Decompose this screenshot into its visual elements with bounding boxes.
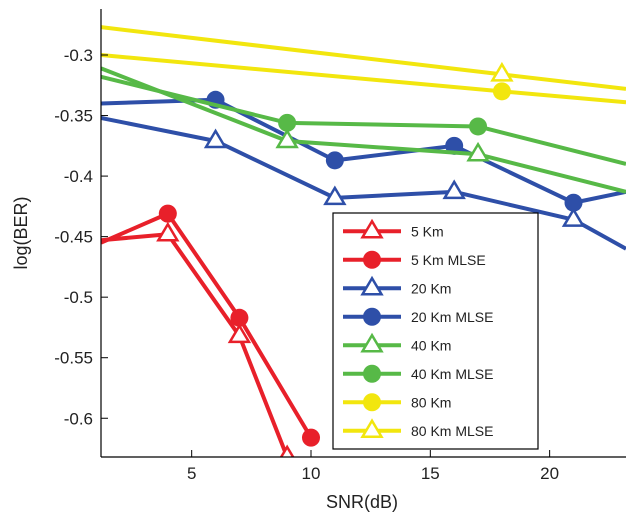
y-tick-label: -0.45 [54, 228, 93, 247]
data-point-20-km-mlse-2 [325, 151, 344, 170]
legend-marker [360, 275, 384, 296]
legend-box [332, 212, 539, 450]
legend-marker [363, 364, 381, 383]
series-20-km [101, 116, 626, 251]
legend-label: 5 Km MLSE [411, 252, 486, 268]
series-40-km [101, 66, 626, 194]
legend-marker [363, 393, 381, 412]
legend-entry-20-km: 20 Km [343, 275, 451, 296]
legend-label: 20 Km [411, 280, 451, 296]
y-tick-label: -0.5 [64, 288, 93, 307]
legend-entry-80-km-mlse: 80 Km MLSE [343, 418, 493, 439]
x-axis-label: SNR(dB) [326, 492, 398, 512]
data-point-20-km-mlse-4 [564, 193, 583, 212]
data-point-20-km-2 [323, 185, 347, 206]
axes-layer: -0.3 -0.35 -0.4 -0.45 -0.5 -0.55 -0.6 5 10 15 20 [54, 9, 626, 483]
legend: 5 Km 5 Km MLSE 20 Km 20 Km MLSE 40 Km 40 Km M… [332, 212, 539, 450]
legend-label: 40 Km MLSE [411, 366, 493, 382]
series-5-km [101, 221, 295, 457]
legend-marker [360, 418, 384, 438]
y-tick-label: -0.6 [64, 409, 93, 428]
data-point-40-km-mlse-1 [278, 113, 297, 132]
legend-marker [360, 218, 384, 239]
data-point-5-km-1 [156, 221, 180, 242]
series-line-40-km [101, 66, 626, 194]
series-line-40-km-mlse [101, 74, 626, 166]
legend-entry-5-km: 5 Km [343, 218, 444, 239]
series-line-5-km [101, 232, 289, 457]
legend-label: 20 Km MLSE [411, 309, 493, 325]
data-point-40-km-2 [466, 141, 490, 162]
legend-label: 5 Km [411, 223, 444, 239]
legend-entry-40-km-mlse: 40 Km MLSE [343, 364, 493, 383]
legend-label: 80 Km MLSE [411, 423, 493, 439]
series-80-km-mlse [101, 25, 626, 91]
legend-entry-80-km: 80 Km [343, 393, 451, 412]
series-5-km-mlse [101, 204, 320, 447]
legend-label: 80 Km [411, 394, 451, 410]
y-tick-label: -0.55 [54, 349, 93, 368]
y-tick-label: -0.35 [54, 107, 93, 126]
data-point-40-km-mlse-2 [469, 117, 488, 136]
series-40-km-mlse [101, 74, 626, 166]
data-point-20-km-4 [561, 207, 586, 227]
data-point-5-km-mlse-3 [302, 428, 320, 447]
legend-entry-40-km: 40 Km [343, 332, 451, 353]
legend-entry-5-km-mlse: 5 Km MLSE [343, 250, 486, 269]
data-point-80-km-mlse-1 [490, 61, 514, 82]
x-tick-label: 15 [421, 464, 440, 483]
x-tick-label: 10 [302, 464, 321, 483]
legend-marker [360, 332, 384, 353]
data-point-5-km-3 [279, 444, 295, 457]
x-tick-label: 5 [187, 464, 196, 483]
series-layer [101, 25, 626, 457]
data-point-5-km-mlse-2 [230, 308, 249, 327]
series-80-km [101, 53, 626, 105]
legend-entry-20-km-mlse: 20 Km MLSE [343, 307, 493, 326]
data-point-20-km-3 [442, 179, 466, 200]
y-tick-label: -0.4 [64, 167, 93, 186]
y-axis-label: log(BER) [11, 196, 31, 269]
data-point-40-km-1 [275, 128, 299, 149]
legend-marker [363, 307, 381, 326]
series-line-5-km-mlse [101, 211, 313, 439]
legend-label: 40 Km [411, 337, 451, 353]
data-point-5-km-2 [227, 323, 252, 344]
data-point-5-km-mlse-1 [158, 204, 177, 223]
data-point-20-km-1 [203, 128, 228, 149]
x-tick-label: 20 [540, 464, 559, 483]
legend-marker [363, 250, 381, 269]
y-tick-label: -0.3 [64, 46, 93, 65]
data-point-80-km-1 [492, 82, 511, 101]
